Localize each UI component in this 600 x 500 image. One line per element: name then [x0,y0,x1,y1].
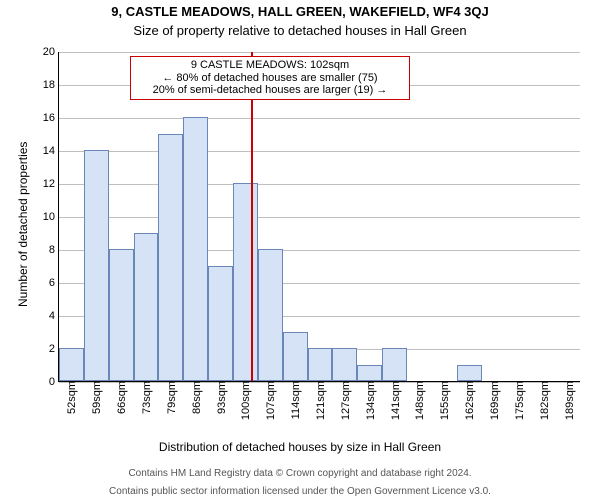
histogram-bar [208,266,233,382]
y-axis-label: Number of detached properties [16,142,30,307]
x-tick-label: 182sqm [537,381,551,420]
x-tick-label: 127sqm [338,381,352,420]
x-tick-label: 79sqm [164,381,178,414]
histogram-bar [134,233,159,382]
x-tick-label: 162sqm [462,381,476,420]
footer-line-1: Contains HM Land Registry data © Crown c… [0,468,600,479]
x-tick-label: 52sqm [64,381,78,414]
y-tick-label: 6 [49,277,59,289]
x-tick-label: 175sqm [512,381,526,420]
gridline [59,217,580,218]
y-tick-label: 18 [43,79,59,91]
y-tick-label: 4 [49,310,59,322]
annotation-line-1: 9 CASTLE MEADOWS: 102sqm [135,59,405,72]
x-tick-label: 59sqm [89,381,103,414]
chart-plot-area: 0246810121416182052sqm59sqm66sqm73sqm79s… [58,52,580,382]
y-tick-label: 14 [43,145,59,157]
histogram-bar [233,183,258,381]
x-tick-label: 121sqm [313,381,327,420]
histogram-bar [357,365,382,382]
x-tick-label: 107sqm [263,381,277,420]
page-title: 9, CASTLE MEADOWS, HALL GREEN, WAKEFIELD… [0,4,600,19]
x-tick-label: 100sqm [238,381,252,420]
x-tick-label: 141sqm [388,381,402,420]
y-tick-label: 10 [43,211,59,223]
x-tick-label: 155sqm [437,381,451,420]
footer-line-2: Contains public sector information licen… [0,486,600,497]
histogram-bar [158,134,183,382]
gridline [59,151,580,152]
histogram-bar [382,348,407,381]
gridline [59,52,580,53]
y-tick-label: 20 [43,46,59,58]
x-tick-label: 169sqm [487,381,501,420]
histogram-bar [183,117,208,381]
page-subtitle: Size of property relative to detached ho… [0,23,600,38]
histogram-bar [59,348,84,381]
annotation-box: 9 CASTLE MEADOWS: 102sqm ← 80% of detach… [130,56,410,100]
histogram-bar [457,365,482,382]
x-axis-label: Distribution of detached houses by size … [0,440,600,454]
reference-line [251,52,253,381]
x-tick-label: 189sqm [562,381,576,420]
gridline [59,118,580,119]
y-tick-label: 2 [49,343,59,355]
annotation-line-2: ← 80% of detached houses are smaller (75… [135,72,405,85]
histogram-bar [258,249,283,381]
x-tick-label: 73sqm [139,381,153,414]
x-tick-label: 86sqm [189,381,203,414]
y-tick-label: 8 [49,244,59,256]
annotation-line-3: 20% of semi-detached houses are larger (… [135,84,405,97]
histogram-bar [308,348,333,381]
histogram-bar [283,332,308,382]
x-tick-label: 93sqm [214,381,228,414]
x-tick-label: 148sqm [412,381,426,420]
y-tick-label: 16 [43,112,59,124]
gridline [59,184,580,185]
x-tick-label: 134sqm [363,381,377,420]
histogram-bar [84,150,109,381]
histogram-bar [332,348,357,381]
histogram-bar [109,249,134,381]
y-tick-label: 0 [49,376,59,388]
x-tick-label: 66sqm [114,381,128,414]
x-tick-label: 114sqm [288,381,302,419]
y-tick-label: 12 [43,178,59,190]
